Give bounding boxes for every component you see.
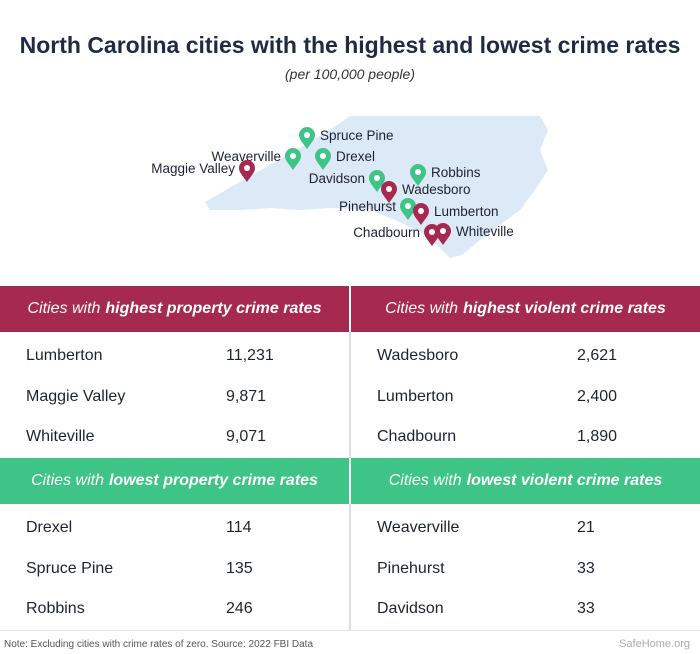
city-name: Chadbourn [377,428,457,445]
column-divider [349,504,351,630]
table-row: Lumberton 2,400 [351,377,700,417]
crime-rate: 21 [577,519,595,536]
map-pin-label: Pinehurst [338,199,396,214]
table-row: Maggie Valley 9,871 [0,377,349,417]
map-pin-icon [368,169,386,193]
crime-rate: 11,231 [226,347,274,364]
column-divider [349,332,351,458]
map-pin-icon [399,197,417,221]
table-row: Weaverville 21 [351,508,700,548]
header-prefix: Cities with [385,300,459,317]
table-row: Spruce Pine 135 [0,549,349,589]
map-pin-label: Davidson [308,171,365,186]
crime-rate: 114 [226,519,252,536]
map-pin-icon [284,147,302,171]
nc-map: Spruce Pine Weaverville Drexel Maggie Valle… [0,90,700,270]
crime-rate: 33 [577,600,595,617]
page-title: North Carolina cities with the highest a… [19,32,681,58]
map-pin-icon [409,163,427,187]
map-pin-label: Weaverville [211,149,281,164]
header-divider [349,458,351,504]
crime-rate: 9,071 [226,428,267,445]
map-pin-icon [314,147,332,171]
header-prefix: Cities with [27,300,101,317]
table-bottom-line [0,630,700,631]
header-emphasis: highest violent crime rates [463,300,666,317]
city-name: Lumberton [26,347,103,364]
city-name: Spruce Pine [26,559,114,577]
page-subtitle: (per 100,000 people) [285,66,415,82]
header-divider [349,286,351,332]
table-row: Pinehurst 33 [351,549,700,589]
map-pin-label: Wadesboro [402,182,471,197]
footnote: Note: Excluding cities with crime rates … [4,639,314,650]
table-row: Davidson 33 [351,589,700,629]
city-name: Drexel [26,519,73,536]
table-header: Cities with highest violent crime rates [351,286,700,332]
header-emphasis: lowest property crime rates [108,472,318,489]
crime-rate: 1,890 [577,428,618,445]
city-name: Whiteville [26,428,95,445]
header-prefix: Cities with [388,472,462,489]
map-pin-label: Spruce Pine [320,128,394,143]
city-name: Weaverville [377,519,460,536]
crime-rate: 33 [577,559,595,577]
table-row: Wadesboro 2,621 [351,336,700,376]
safehome-logo: SafeHome.org [619,638,690,650]
table-header: Cities with highest property crime rates [0,286,349,332]
map-pin-label: Chadbourn [353,225,420,240]
table-row: Lumberton 11,231 [0,336,349,376]
map-pin-icon [434,222,452,246]
map-pin-icon [298,126,316,150]
crime-rate: 2,400 [577,387,618,405]
map-pin-label: Lumberton [434,204,499,219]
crime-rate: 2,621 [577,347,618,364]
city-name: Wadesboro [377,347,459,364]
table-row: Robbins 246 [0,589,349,629]
table-header: Cities with lowest property crime rates [0,458,349,504]
table-row: Drexel 114 [0,508,349,548]
map-pin-label: Robbins [431,165,481,180]
table-row: Whiteville 9,071 [0,417,349,457]
map-pin-icon [412,202,430,226]
header-prefix: Cities with [31,472,104,489]
crime-rate: 246 [226,600,253,617]
map-pin-icon [238,159,256,183]
map-pin-icon [380,180,398,204]
crime-rate: 9,871 [226,387,267,405]
city-name: Pinehurst [377,559,445,577]
table-header: Cities with lowest violent crime rates [351,458,700,504]
map-pin-label: Whiteville [456,224,514,239]
city-name: Davidson [377,600,444,617]
header-emphasis: lowest violent crime rates [466,472,663,489]
map-pin-label: Drexel [336,149,376,164]
city-name: Maggie Valley [26,387,126,405]
header-emphasis: highest property crime rates [105,300,322,317]
city-name: Robbins [26,600,85,617]
map-pin-label: Maggie Valley [151,161,235,176]
table-row: Chadbourn 1,890 [351,417,700,457]
crime-rate: 135 [226,559,253,577]
city-name: Lumberton [377,387,454,405]
